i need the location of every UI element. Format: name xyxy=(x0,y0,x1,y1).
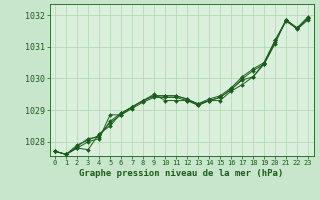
X-axis label: Graphe pression niveau de la mer (hPa): Graphe pression niveau de la mer (hPa) xyxy=(79,169,284,178)
